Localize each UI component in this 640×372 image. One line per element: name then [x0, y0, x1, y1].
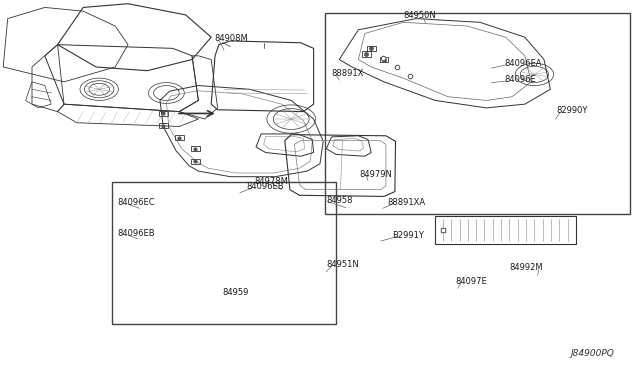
Bar	[191, 146, 200, 151]
Text: 84096EB: 84096EB	[246, 182, 284, 191]
Text: 84096EC: 84096EC	[117, 198, 155, 207]
Text: 88891X: 88891X	[332, 69, 364, 78]
Text: 84096EB: 84096EB	[117, 229, 155, 238]
Text: 84992M: 84992M	[509, 263, 543, 272]
Text: 84096E: 84096E	[504, 76, 536, 84]
Text: 84958: 84958	[326, 196, 353, 205]
Text: 84096EA: 84096EA	[504, 59, 542, 68]
Bar	[159, 111, 168, 116]
Bar	[362, 51, 371, 57]
Text: J84900PQ: J84900PQ	[570, 349, 614, 358]
Text: B2991Y: B2991Y	[392, 231, 424, 240]
Text: 84959: 84959	[223, 288, 249, 296]
Bar	[367, 46, 376, 51]
Text: 88891XA: 88891XA	[387, 198, 426, 207]
Bar	[159, 123, 168, 128]
Bar	[380, 57, 388, 62]
Text: 82990Y: 82990Y	[557, 106, 588, 115]
Text: 84950N: 84950N	[403, 11, 436, 20]
Bar	[112, 182, 336, 324]
Bar	[175, 135, 184, 140]
Bar	[435, 216, 576, 244]
Text: 84908M: 84908M	[214, 34, 248, 43]
Text: 84978M: 84978M	[254, 177, 288, 186]
Text: 84979N: 84979N	[360, 170, 392, 179]
Text: 84097E: 84097E	[456, 278, 488, 286]
Text: 84951N: 84951N	[326, 260, 359, 269]
Bar	[325, 13, 630, 214]
Bar	[191, 159, 200, 164]
